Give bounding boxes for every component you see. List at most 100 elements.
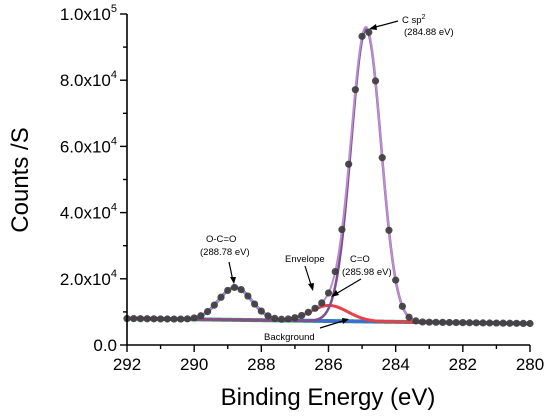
series-envelope	[126, 26, 531, 325]
data-point	[472, 319, 480, 327]
data-point	[512, 319, 521, 327]
data-point	[439, 318, 447, 327]
data-point	[183, 315, 192, 323]
y-tick-label: 6.0x104	[60, 135, 117, 156]
data-point	[244, 292, 252, 300]
co-label: C=O	[350, 254, 370, 265]
series-c-sp2	[126, 27, 531, 325]
data-point	[277, 315, 286, 323]
data-point	[177, 315, 185, 323]
oco-label: O-C=O	[206, 234, 236, 245]
data-point	[479, 319, 487, 327]
data-point	[432, 318, 440, 326]
csp2-label: C sp2	[402, 14, 426, 26]
data-point	[365, 28, 373, 36]
oco-arrowhead	[230, 277, 236, 284]
x-ticks: 292 290 288 286 284 282 280	[113, 345, 544, 374]
data-point	[224, 286, 232, 295]
y-tick-label: 1.0x105	[60, 3, 117, 24]
annotation-csp2: C sp2 (284.88 eV)	[369, 14, 454, 38]
y-tick-label: 4.0x104	[60, 202, 117, 223]
data-point	[486, 319, 494, 327]
data-point	[345, 160, 353, 168]
y-axis-title: Counts /S	[7, 127, 34, 232]
data-point	[398, 302, 406, 310]
data-point	[257, 307, 265, 315]
data-point	[163, 315, 171, 323]
csp2-energy: (284.88 eV)	[404, 27, 454, 38]
x-tick-label: 282	[449, 355, 477, 374]
data-point	[264, 312, 272, 320]
data-point	[197, 312, 205, 320]
x-tick-label: 280	[516, 355, 544, 374]
plot-layer	[123, 26, 534, 328]
x-axis-title: Binding Energy (eV)	[221, 384, 436, 411]
x-tick-label: 290	[180, 355, 208, 374]
y-tick-label: 8.0x104	[60, 69, 117, 90]
data-point	[499, 319, 507, 327]
csp2-arrowhead	[369, 24, 377, 30]
data-point	[492, 319, 501, 327]
background-arrowhead	[342, 318, 349, 324]
data-point	[519, 319, 527, 327]
data-point	[385, 226, 393, 234]
x-tick-label: 288	[247, 355, 275, 374]
x-tick-label: 292	[113, 355, 141, 374]
x-tick-label: 286	[314, 355, 342, 374]
oco-energy: (288.78 eV)	[200, 247, 250, 258]
data-point	[190, 314, 198, 322]
data-point	[291, 314, 299, 322]
data-point	[271, 314, 279, 322]
data-point	[143, 315, 151, 323]
data-point	[452, 318, 460, 327]
co-arrowhead	[331, 290, 339, 297]
data-point	[251, 300, 259, 308]
data-point	[371, 77, 380, 85]
data-point	[526, 319, 534, 328]
envelope-arrowhead	[308, 283, 314, 291]
data-point	[418, 318, 427, 326]
data-point	[324, 289, 333, 297]
data-point	[425, 318, 433, 326]
envelope-label: Envelope	[285, 254, 325, 265]
data-point	[459, 319, 467, 327]
data-point	[284, 315, 292, 323]
data-point	[338, 225, 346, 234]
annotation-envelope: Envelope	[285, 254, 325, 291]
data-point	[237, 286, 245, 294]
y-tick-label: 2.0x104	[60, 268, 117, 289]
annotation-co: C=O (285.98 eV)	[331, 254, 392, 297]
data-point	[445, 318, 453, 327]
data-point	[136, 315, 145, 323]
data-point	[230, 283, 239, 292]
annotation-background: Background	[264, 318, 349, 343]
data-point	[156, 315, 165, 323]
annotation-oco: O-C=O (288.78 eV)	[200, 234, 250, 284]
data-point	[405, 313, 413, 321]
data-point	[298, 311, 306, 320]
data-point	[210, 301, 218, 309]
x-tick-label: 284	[381, 355, 409, 374]
co-energy: (285.98 eV)	[342, 267, 392, 278]
data-point	[318, 299, 326, 307]
background-label: Background	[264, 332, 315, 343]
data-point	[150, 315, 158, 323]
data-point	[506, 319, 514, 327]
data-point	[204, 307, 212, 316]
data-point	[392, 276, 400, 284]
data-point	[311, 304, 319, 312]
y-ticks: 0.0 2.0x104 4.0x104 6.0x104 8.0x104 1.0x105	[60, 3, 127, 355]
data-point	[170, 315, 178, 323]
data-point	[358, 32, 366, 40]
data-point	[217, 293, 225, 301]
co-arrow	[333, 278, 362, 296]
data-point	[412, 317, 420, 325]
data-point	[304, 308, 312, 316]
data-point	[378, 154, 386, 162]
background-arrow	[319, 319, 347, 329]
data-point	[331, 267, 339, 276]
data-point	[351, 86, 359, 94]
data-point	[130, 315, 138, 323]
y-tick-label: 0.0	[93, 336, 117, 355]
